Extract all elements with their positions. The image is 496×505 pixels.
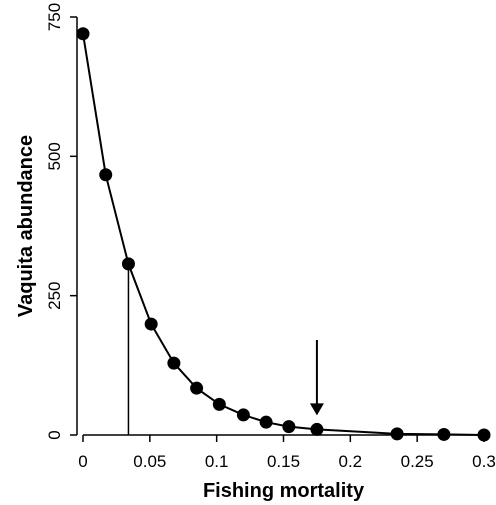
data-point [144,317,158,331]
data-point [212,397,226,411]
annotations [127,263,324,435]
y-tick-label: 750 [45,3,64,31]
data-point [259,415,273,429]
data-point [76,27,90,41]
y-tick-label: 250 [45,281,64,309]
x-tick-label: 0 [78,452,87,471]
x-tick-label: 0.1 [205,452,229,471]
data-point [121,257,135,271]
series-line [82,33,485,436]
x-tick-label: 0.15 [267,452,300,471]
data-point [167,356,181,370]
y-axis-title: Vaquita abundance [15,135,37,317]
x-tick-label: 0.25 [401,452,434,471]
data-point [437,427,451,441]
data-point [190,381,204,395]
x-tick-label: 0.05 [133,452,166,471]
x-tick-label: 0.2 [339,452,363,471]
axes: 0 250 500 750 0 0.05 0.1 0.15 0.2 0.25 0.3 [45,3,496,471]
data-point [236,408,250,422]
series [76,27,491,442]
data-point [390,427,404,441]
data-point [310,422,324,436]
x-tick-label: 0.3 [472,452,496,471]
data-point [477,428,491,442]
y-tick-label: 500 [45,142,64,170]
data-point [99,168,113,182]
x-axis-title: Fishing mortality [203,480,365,502]
y-tick-label: 0 [45,430,64,439]
data-point [282,420,296,434]
arrow-head [309,403,324,416]
